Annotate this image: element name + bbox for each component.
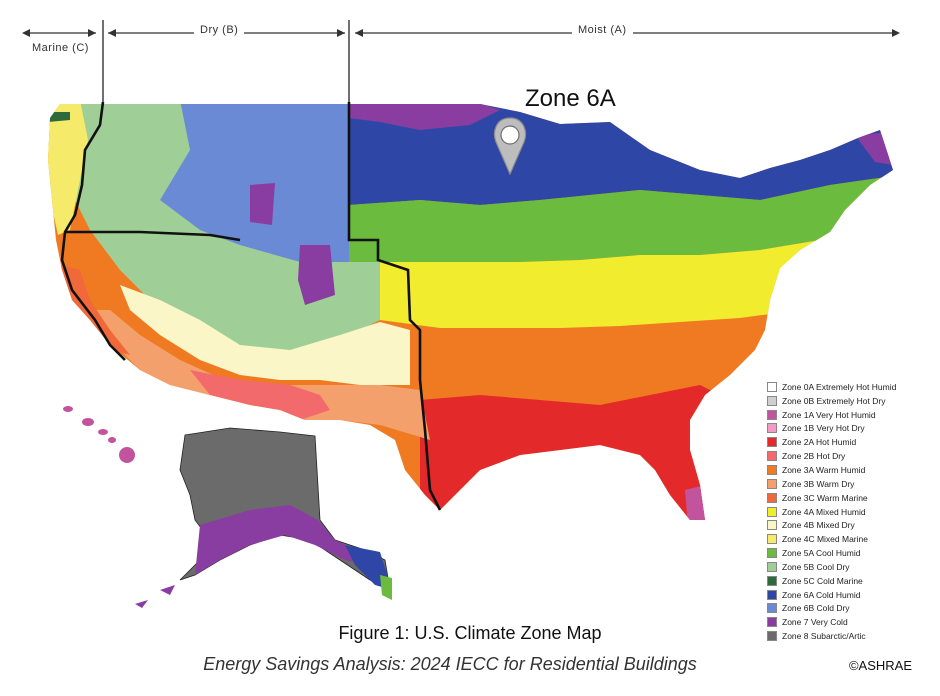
dry-region-label: Dry (B): [194, 24, 245, 36]
copyright-notice: ©ASHRAE: [848, 658, 912, 673]
legend-label: Zone 8 Subarctic/Artic: [782, 631, 866, 642]
legend-label: Zone 5B Cool Dry: [782, 561, 850, 572]
legend-swatch: [767, 492, 777, 503]
alaska: [135, 427, 392, 608]
legend-swatch: [767, 520, 777, 531]
legend-label: Zone 3C Warm Marine: [782, 492, 868, 503]
legend-item: Zone 3B Warm Dry: [767, 477, 937, 491]
figure-subtitle: Energy Savings Analysis: 2024 IECC for R…: [203, 654, 697, 674]
legend-swatch: [767, 437, 777, 448]
legend-label: Zone 5C Cold Marine: [782, 575, 863, 586]
legend-swatch: [767, 603, 777, 614]
location-pin-icon: [493, 117, 527, 176]
legend: Zone 0A Extremely Hot Humid Zone 0B Extre…: [767, 380, 937, 643]
legend-item: Zone 5B Cool Dry: [767, 560, 937, 574]
legend-label: Zone 4C Mixed Marine: [782, 534, 868, 545]
legend-swatch: [767, 589, 777, 600]
legend-label: Zone 6A Cold Humid: [782, 589, 861, 600]
legend-item: Zone 8 Subarctic/Artic: [767, 629, 937, 643]
legend-swatch: [767, 631, 777, 642]
legend-label: Zone 3B Warm Dry: [782, 478, 855, 489]
legend-item: Zone 4C Mixed Marine: [767, 532, 937, 546]
legend-label: Zone 4A Mixed Humid: [782, 506, 866, 517]
legend-swatch: [767, 395, 777, 406]
legend-item: Zone 6B Cold Dry: [767, 602, 937, 616]
legend-label: Zone 3A Warm Humid: [782, 464, 866, 475]
legend-item: Zone 5C Cold Marine: [767, 574, 937, 588]
legend-swatch: [767, 548, 777, 559]
legend-item: Zone 1B Very Hot Dry: [767, 422, 937, 436]
legend-label: Zone 5A Cool Humid: [782, 548, 861, 559]
legend-swatch: [767, 617, 777, 628]
legend-item: Zone 3C Warm Marine: [767, 491, 937, 505]
legend-label: Zone 7 Very Cold: [782, 617, 848, 628]
legend-swatch: [767, 464, 777, 475]
legend-swatch: [767, 381, 777, 392]
legend-label: Zone 0B Extremely Hot Dry: [782, 395, 886, 406]
legend-swatch: [767, 423, 777, 434]
legend-label: Zone 0A Extremely Hot Humid: [782, 381, 897, 392]
legend-swatch: [767, 575, 777, 586]
legend-item: Zone 7 Very Cold: [767, 615, 937, 629]
legend-item: Zone 4B Mixed Dry: [767, 518, 937, 532]
legend-item: Zone 0B Extremely Hot Dry: [767, 394, 937, 408]
legend-item: Zone 2B Hot Dry: [767, 449, 937, 463]
legend-item: Zone 5A Cool Humid: [767, 546, 937, 560]
legend-item: Zone 0A Extremely Hot Humid: [767, 380, 937, 394]
legend-label: Zone 1A Very Hot Humid: [782, 409, 876, 420]
legend-item: Zone 4A Mixed Humid: [767, 505, 937, 519]
legend-item: Zone 6A Cold Humid: [767, 588, 937, 602]
legend-label: Zone 2A Hot Humid: [782, 437, 857, 448]
legend-swatch: [767, 534, 777, 545]
legend-swatch: [767, 451, 777, 462]
region-header-rule: [22, 20, 900, 102]
legend-label: Zone 2B Hot Dry: [782, 451, 846, 462]
legend-item: Zone 1A Very Hot Humid: [767, 408, 937, 422]
legend-item: Zone 2A Hot Humid: [767, 435, 937, 449]
legend-label: Zone 4B Mixed Dry: [782, 520, 855, 531]
legend-label: Zone 6B Cold Dry: [782, 603, 850, 614]
moisture-regime-boundaries: [60, 101, 442, 511]
legend-swatch: [767, 561, 777, 572]
zone-6a-callout-label: Zone 6A: [525, 85, 616, 112]
legend-item: Zone 3A Warm Humid: [767, 463, 937, 477]
marine-region-label: Marine (C): [26, 42, 95, 54]
legend-swatch: [767, 506, 777, 517]
figure-title: Figure 1: U.S. Climate Zone Map: [338, 623, 602, 643]
moist-region-label: Moist (A): [572, 24, 633, 36]
legend-swatch: [767, 409, 777, 420]
legend-label: Zone 1B Very Hot Dry: [782, 423, 865, 434]
hawaii: [63, 406, 135, 463]
legend-swatch: [767, 478, 777, 489]
